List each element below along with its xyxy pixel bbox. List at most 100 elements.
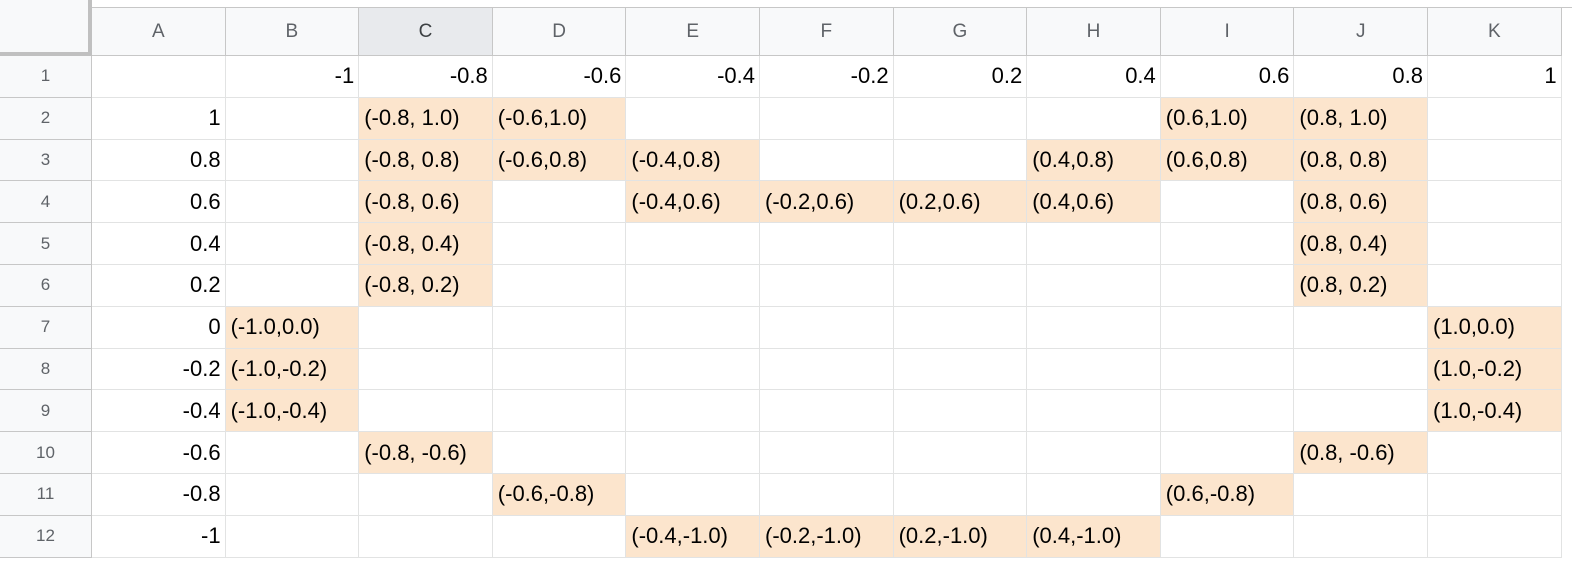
cell-i1[interactable]: 0.6 xyxy=(1160,56,1295,98)
select-all-corner[interactable] xyxy=(0,0,92,56)
cell-d3[interactable]: (-0.6,0.8) xyxy=(492,139,627,182)
cell-g10[interactable] xyxy=(893,432,1028,474)
cell-g6[interactable] xyxy=(893,265,1028,307)
row-header-2[interactable]: 2 xyxy=(0,97,92,140)
row-header-8[interactable]: 8 xyxy=(0,348,92,391)
cell-a9[interactable]: -0.4 xyxy=(92,390,226,433)
cell-d10[interactable] xyxy=(492,432,627,474)
cell-d12[interactable] xyxy=(492,515,627,558)
cell-h6[interactable] xyxy=(1027,265,1161,307)
cell-g4[interactable]: (0.2,0.6) xyxy=(893,181,1028,224)
cell-a8[interactable]: -0.2 xyxy=(92,348,226,391)
cell-i10[interactable] xyxy=(1160,432,1295,474)
cell-c2[interactable]: (-0.8, 1.0) xyxy=(359,97,493,140)
cell-j1[interactable]: 0.8 xyxy=(1294,56,1428,98)
row-header-7[interactable]: 7 xyxy=(0,306,92,349)
cell-a11[interactable]: -0.8 xyxy=(92,474,226,516)
cell-h11[interactable] xyxy=(1027,474,1161,516)
column-header-f[interactable]: F xyxy=(760,8,894,56)
cell-c5[interactable]: (-0.8, 0.4) xyxy=(359,223,493,265)
cell-c12[interactable] xyxy=(359,515,493,558)
cell-f12[interactable]: (-0.2,-1.0) xyxy=(760,515,894,558)
cell-g3[interactable] xyxy=(893,139,1028,182)
cell-b6[interactable] xyxy=(225,265,360,307)
cell-i2[interactable]: (0.6,1.0) xyxy=(1160,97,1295,140)
cell-k1[interactable]: 1 xyxy=(1428,56,1562,98)
cell-i5[interactable] xyxy=(1160,223,1295,265)
cell-f1[interactable]: -0.2 xyxy=(760,56,894,98)
column-header-c[interactable]: C xyxy=(359,8,493,56)
cell-a4[interactable]: 0.6 xyxy=(92,181,226,224)
cell-j8[interactable] xyxy=(1294,348,1428,391)
cell-c1[interactable]: -0.8 xyxy=(359,56,493,98)
cell-k10[interactable] xyxy=(1428,432,1562,474)
row-header-12[interactable]: 12 xyxy=(0,515,92,558)
cell-h12[interactable]: (0.4,-1.0) xyxy=(1027,515,1161,558)
cell-a6[interactable]: 0.2 xyxy=(92,265,226,307)
cell-g11[interactable] xyxy=(893,474,1028,516)
cell-k8[interactable]: (1.0,-0.2) xyxy=(1428,348,1562,391)
cell-e5[interactable] xyxy=(626,223,760,265)
cell-g12[interactable]: (0.2,-1.0) xyxy=(893,515,1028,558)
cell-a12[interactable]: -1 xyxy=(92,515,226,558)
cell-c10[interactable]: (-0.8, -0.6) xyxy=(359,432,493,474)
cell-g8[interactable] xyxy=(893,348,1028,391)
cell-c6[interactable]: (-0.8, 0.2) xyxy=(359,265,493,307)
cell-i4[interactable] xyxy=(1160,181,1295,224)
cell-i11[interactable]: (0.6,-0.8) xyxy=(1160,474,1295,516)
cell-a2[interactable]: 1 xyxy=(92,97,226,140)
cell-f8[interactable] xyxy=(760,348,894,391)
cell-b1[interactable]: -1 xyxy=(225,56,360,98)
cell-j5[interactable]: (0.8, 0.4) xyxy=(1294,223,1428,265)
cell-a3[interactable]: 0.8 xyxy=(92,139,226,182)
cell-d1[interactable]: -0.6 xyxy=(492,56,627,98)
cell-c11[interactable] xyxy=(359,474,493,516)
cell-i7[interactable] xyxy=(1160,306,1295,349)
cell-e8[interactable] xyxy=(626,348,760,391)
cell-f4[interactable]: (-0.2,0.6) xyxy=(760,181,894,224)
cell-d7[interactable] xyxy=(492,306,627,349)
cell-g2[interactable] xyxy=(893,97,1028,140)
cell-j9[interactable] xyxy=(1294,390,1428,433)
cell-e12[interactable]: (-0.4,-1.0) xyxy=(626,515,760,558)
cell-a10[interactable]: -0.6 xyxy=(92,432,226,474)
cell-e3[interactable]: (-0.4,0.8) xyxy=(626,139,760,182)
cell-b5[interactable] xyxy=(225,223,360,265)
cell-b11[interactable] xyxy=(225,474,360,516)
cell-h2[interactable] xyxy=(1027,97,1161,140)
cell-c8[interactable] xyxy=(359,348,493,391)
cell-h7[interactable] xyxy=(1027,306,1161,349)
cell-h8[interactable] xyxy=(1027,348,1161,391)
cell-e6[interactable] xyxy=(626,265,760,307)
cell-i12[interactable] xyxy=(1160,515,1295,558)
row-header-10[interactable]: 10 xyxy=(0,432,92,474)
cell-e10[interactable] xyxy=(626,432,760,474)
cell-k3[interactable] xyxy=(1428,139,1562,182)
row-header-4[interactable]: 4 xyxy=(0,181,92,224)
cell-k9[interactable]: (1.0,-0.4) xyxy=(1428,390,1562,433)
column-header-e[interactable]: E xyxy=(626,8,760,56)
cell-j10[interactable]: (0.8, -0.6) xyxy=(1294,432,1428,474)
cell-k4[interactable] xyxy=(1428,181,1562,224)
cell-g9[interactable] xyxy=(893,390,1028,433)
cell-c7[interactable] xyxy=(359,306,493,349)
cell-j2[interactable]: (0.8, 1.0) xyxy=(1294,97,1428,140)
cell-b4[interactable] xyxy=(225,181,360,224)
cell-e11[interactable] xyxy=(626,474,760,516)
cell-g7[interactable] xyxy=(893,306,1028,349)
cell-i6[interactable] xyxy=(1160,265,1295,307)
cell-k12[interactable] xyxy=(1428,515,1562,558)
row-header-1[interactable]: 1 xyxy=(0,56,92,98)
cell-i3[interactable]: (0.6,0.8) xyxy=(1160,139,1295,182)
cell-b8[interactable]: (-1.0,-0.2) xyxy=(225,348,360,391)
cell-e2[interactable] xyxy=(626,97,760,140)
cell-b7[interactable]: (-1.0,0.0) xyxy=(225,306,360,349)
cell-k11[interactable] xyxy=(1428,474,1562,516)
cell-d8[interactable] xyxy=(492,348,627,391)
cell-j3[interactable]: (0.8, 0.8) xyxy=(1294,139,1428,182)
cell-h3[interactable]: (0.4,0.8) xyxy=(1027,139,1161,182)
column-header-d[interactable]: D xyxy=(492,8,627,56)
cell-f5[interactable] xyxy=(760,223,894,265)
column-header-k[interactable]: K xyxy=(1428,8,1562,56)
